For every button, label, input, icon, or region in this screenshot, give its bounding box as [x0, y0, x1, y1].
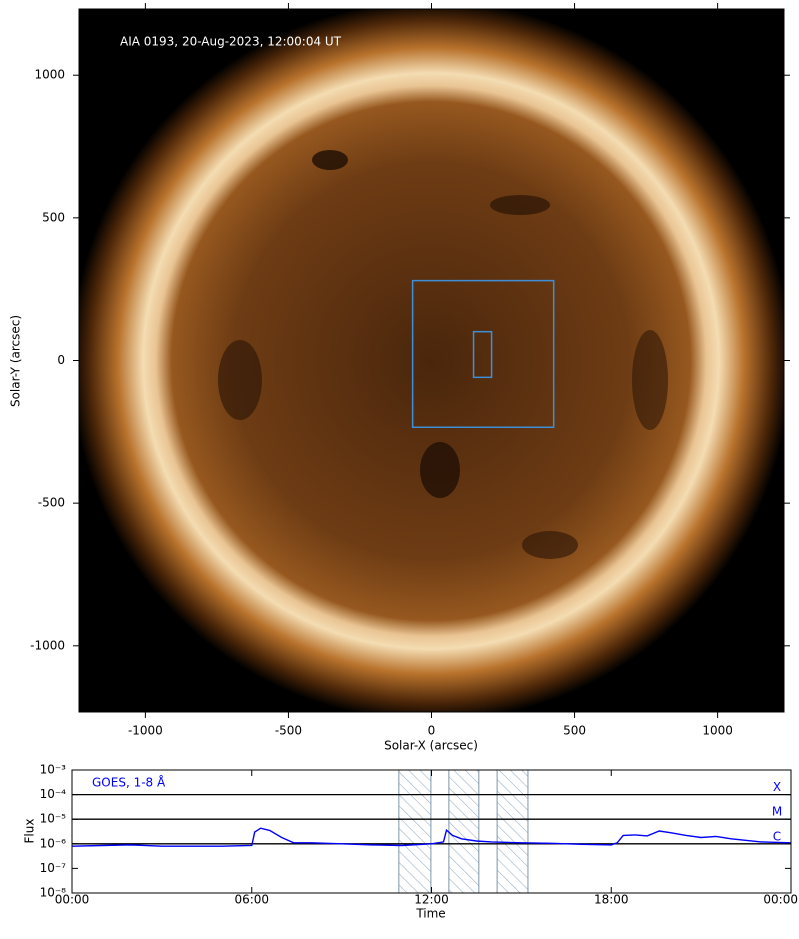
class-label: X [773, 780, 781, 794]
x-tick-label: 18:00 [594, 893, 629, 907]
coronal-hole [522, 531, 578, 559]
y-tick-label: 500 [42, 210, 65, 224]
x-tick-label: 00:00 [55, 893, 90, 907]
sun-disk [79, 9, 784, 712]
legend-label: GOES, 1-8 Å [92, 775, 166, 790]
image-panel: AIA 0193, 20-Aug-2023, 12:00:04 UT Solar… [9, 3, 790, 753]
y-tick-label: 10⁻³ [40, 763, 67, 777]
image-annotation: AIA 0193, 20-Aug-2023, 12:00:04 UT [120, 35, 342, 49]
y-axis-label: Solar-Y (arcsec) [9, 315, 23, 407]
coronal-hole [218, 340, 262, 420]
plot-background [72, 770, 791, 893]
class-label: C [773, 829, 781, 843]
y-tick-label: 10⁻⁵ [40, 812, 67, 826]
class-label: M [772, 805, 782, 819]
x-tick-label: 500 [563, 724, 586, 738]
y-tick-label: -1000 [30, 638, 65, 652]
highlight-interval [496, 769, 529, 894]
x-tick-label: 06:00 [234, 893, 269, 907]
highlight-interval [448, 769, 480, 894]
x-tick-label: 0 [428, 724, 436, 738]
y-tick-label: 1000 [34, 68, 65, 82]
x-axis-label: Time [415, 907, 445, 921]
highlight-interval [398, 769, 432, 894]
region-box [472, 330, 493, 379]
coronal-hole [490, 195, 550, 215]
x-tick-label: 12:00 [414, 893, 449, 907]
region-box [411, 279, 555, 429]
y-tick-label: 10⁻⁷ [40, 861, 67, 875]
y-tick-label: 10⁻⁴ [40, 787, 67, 801]
flux-line [71, 827, 792, 847]
coronal-hole [312, 150, 348, 170]
y-tick-label: 10⁻⁸ [40, 886, 67, 900]
sun-image [79, 9, 784, 712]
x-tick-label: 1000 [702, 724, 733, 738]
x-tick-label: -500 [275, 724, 302, 738]
y-tick-label: 10⁻⁶ [40, 836, 67, 850]
x-axis-label: Solar-X (arcsec) [384, 739, 478, 753]
coronal-hole [420, 442, 460, 498]
x-tick-label: -1000 [128, 724, 163, 738]
y-axis-label: Flux [23, 819, 37, 844]
goes-panel: Time Flux XMC GOES, 1-8 Å 00:00 06:00 12:00 1… [23, 763, 799, 921]
coronal-hole [632, 330, 668, 430]
y-tick-label: -500 [38, 496, 65, 510]
x-tick-label: 00:00 [763, 893, 798, 907]
y-tick-label: 0 [57, 353, 65, 367]
